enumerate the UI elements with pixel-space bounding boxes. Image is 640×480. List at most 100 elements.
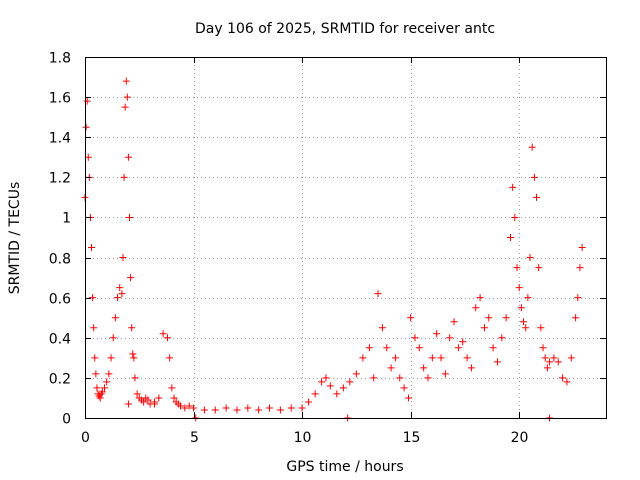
data-point [383,344,391,352]
data-point [305,398,313,406]
data-point [140,398,148,406]
data-point [339,384,347,392]
data-point [459,338,467,346]
data-point [535,264,543,272]
data-point [89,294,97,302]
data-point [415,344,423,352]
data-point [119,254,127,262]
data-point [128,324,136,332]
data-point [374,290,382,298]
data-point [526,254,534,262]
data-point [424,374,432,382]
data-point [480,324,488,332]
data-point [365,344,373,352]
y-tick-label: 1.8 [49,51,71,67]
data-point [122,77,130,85]
data-point [177,402,185,410]
data-point [93,384,101,392]
data-point [124,400,132,408]
data-point [541,354,549,362]
axis-ticks [85,57,606,419]
data-point [255,406,263,414]
x-tick-label: 0 [81,430,90,446]
y-tick-labels: 0 0.2 0.4 0.6 0.8 1 1.2 1.4 1.6 1.8 [49,51,71,428]
data-point [144,396,152,404]
data-point [437,354,445,362]
data-point [185,402,193,410]
data-point [476,294,484,302]
y-axis-label: SRMTID / TECUs [7,182,23,295]
data-point [114,294,122,302]
data-point [88,244,96,252]
data-point [155,394,163,402]
data-point [92,370,100,378]
data-point [567,354,575,362]
data-point [190,404,198,412]
data-point [123,93,131,101]
plot-frame [85,57,607,419]
data-point [387,364,395,372]
data-point [574,294,582,302]
data-point [287,404,295,412]
data-point [130,354,138,362]
data-point [515,284,523,292]
data-point [129,350,137,358]
data-point [391,354,399,362]
data-point [170,394,178,402]
y-tick-label: 1.2 [49,171,71,187]
data-point [98,388,106,396]
data-point [498,334,506,342]
data-point [489,344,497,352]
data-point [450,318,458,326]
data-point [420,364,428,372]
data-point [111,314,119,322]
data-point [463,354,471,362]
data-point [105,370,113,378]
x-tick-label: 20 [511,430,529,446]
data-point [407,314,415,322]
data-point [120,173,128,181]
data-point [543,364,551,372]
data-point [400,384,408,392]
data-point [578,244,586,252]
data-point [346,378,354,386]
chart-title: Day 106 of 2025, SRMTID for receiver ant… [195,21,495,37]
data-point [276,406,284,414]
grid-lines [85,57,606,418]
data-point [322,374,330,382]
data-point [554,358,562,366]
data-point [233,406,241,414]
y-tick-label: 0.6 [49,292,71,308]
data-point [370,374,378,382]
data-point [520,318,528,326]
data-point [509,183,517,191]
y-tick-label: 1.4 [49,131,71,147]
data-point [352,370,360,378]
data-point [82,123,90,131]
data-point [118,290,126,298]
data-point [127,274,135,282]
data-point [244,404,252,412]
data-point [511,213,519,221]
data-point [159,330,167,338]
data-point [124,153,132,161]
data-point [550,354,558,362]
data-point [83,97,91,105]
data-point [546,358,554,366]
data-point [441,370,449,378]
data-point [411,334,419,342]
data-point [533,193,541,201]
data-point [298,404,306,412]
data-point [168,384,176,392]
data-point [211,406,219,414]
data-point [90,324,98,332]
data-point [116,284,124,292]
data-point [530,173,538,181]
data-points [81,77,586,422]
x-tick-label: 15 [403,430,421,446]
data-point [572,314,580,322]
y-tick-label: 0 [62,412,71,428]
data-point [493,358,501,366]
